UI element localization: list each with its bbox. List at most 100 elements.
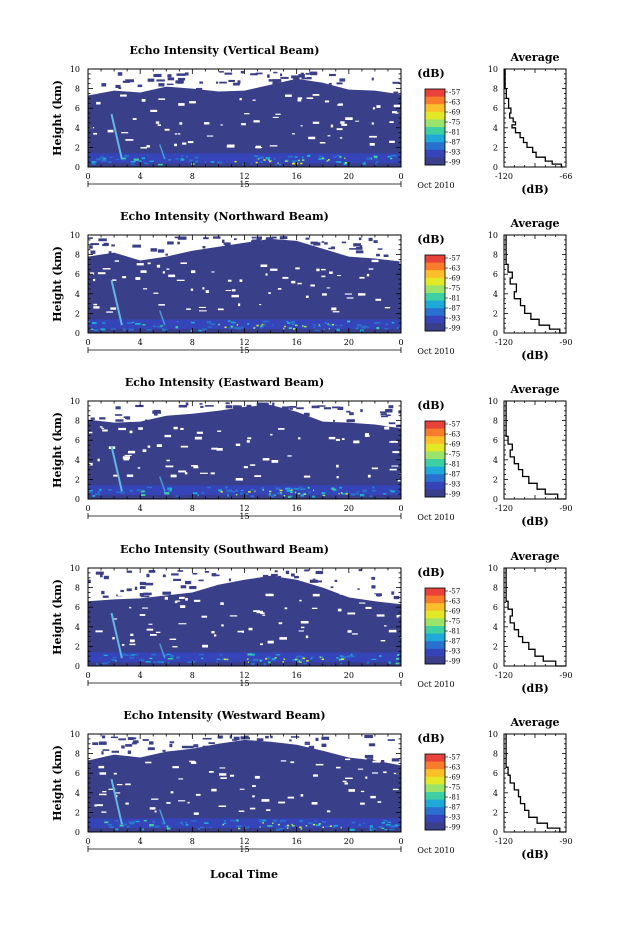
- boundary-cell: [235, 819, 239, 822]
- echo-gap: [345, 777, 353, 779]
- x-tick-label: 12: [239, 338, 249, 347]
- average-x-tick-label: -90: [560, 837, 573, 846]
- boundary-cell: [189, 159, 193, 162]
- boundary-cell: [185, 155, 189, 158]
- boundary-cell: [116, 491, 121, 493]
- echo-gap: [217, 308, 224, 311]
- echo-patch: [310, 241, 318, 245]
- echo-gap: [211, 788, 217, 792]
- x-tick-label: 0: [398, 172, 403, 181]
- echo-patch: [147, 78, 155, 82]
- echo-gap: [204, 122, 210, 125]
- boundary-cell: [168, 490, 172, 492]
- echo-patch: [118, 738, 126, 741]
- boundary-cell: [381, 827, 385, 829]
- strong-echo-cell: [256, 324, 259, 327]
- echo-gap: [154, 810, 157, 813]
- boundary-cell: [175, 326, 179, 329]
- echo-gap: [112, 637, 115, 640]
- echo-gap: [371, 259, 379, 263]
- boundary-cell: [127, 821, 133, 823]
- colorbar-tick-label: -87: [449, 305, 460, 313]
- echo-patch: [359, 245, 363, 248]
- strong-echo-cell: [293, 328, 295, 330]
- echo-patch: [115, 84, 121, 88]
- y-tick-label: 10: [70, 65, 80, 74]
- boundary-cell: [204, 822, 209, 824]
- boundary-cell: [295, 660, 300, 663]
- echo-gap: [297, 282, 302, 285]
- boundary-cell: [161, 822, 164, 825]
- boundary-cell: [115, 820, 118, 822]
- boundary-cell: [371, 828, 377, 831]
- echo-gap: [335, 438, 340, 441]
- boundary-cell: [300, 494, 304, 497]
- strong-echo-cell: [292, 825, 295, 827]
- echo-gap: [172, 646, 178, 648]
- echo-gap: [308, 136, 316, 140]
- echo-gap: [108, 788, 116, 790]
- strong-echo-cell: [272, 822, 274, 824]
- echo-patch: [330, 246, 335, 249]
- echo-patch: [147, 747, 155, 751]
- strong-echo-cell: [282, 661, 284, 663]
- colorbar-tick-label: -87: [449, 804, 460, 812]
- x-tick-label: 0: [398, 837, 403, 846]
- boundary-cell: [379, 655, 382, 657]
- boundary-cell: [371, 658, 377, 660]
- boundary-cell: [268, 661, 271, 664]
- boundary-cell: [251, 662, 255, 666]
- colorbar-tick-label: -63: [449, 764, 460, 772]
- echo-gap: [220, 777, 227, 779]
- echo-gap: [158, 304, 165, 306]
- boundary-cell: [226, 490, 229, 493]
- echo-gap: [330, 124, 334, 128]
- boundary-cell: [276, 828, 281, 831]
- colorbar-swatch: [425, 127, 445, 135]
- echo-gap: [278, 428, 285, 430]
- echo-patch: [291, 736, 300, 738]
- boundary-cell: [149, 824, 154, 827]
- x-tick-label: 0: [85, 338, 90, 347]
- echo-gap: [145, 761, 152, 764]
- echo-gap: [312, 121, 320, 124]
- echo-gap: [376, 105, 381, 108]
- echo-gap: [340, 121, 345, 124]
- boundary-cell: [216, 660, 218, 663]
- echo-patch: [114, 414, 123, 416]
- boundary-cell: [307, 154, 311, 157]
- date-month-label: Oct 2010: [417, 347, 454, 356]
- colorbar-swatch: [425, 436, 445, 445]
- echo-patch: [88, 579, 91, 583]
- colorbar-tick-label: -99: [449, 824, 460, 832]
- boundary-cell: [361, 325, 368, 328]
- echo-gap: [200, 472, 208, 474]
- boundary-cell: [112, 656, 117, 659]
- echo-patch: [304, 743, 310, 745]
- echo-patch: [317, 580, 322, 583]
- echo-gap: [186, 308, 191, 310]
- echo-gap: [192, 761, 196, 764]
- boundary-cell: [350, 653, 353, 656]
- echo-gap: [260, 612, 265, 615]
- average-y-tick-label: 10: [488, 730, 498, 739]
- boundary-cell: [136, 489, 143, 492]
- echo-gap: [271, 460, 279, 463]
- boundary-cell: [318, 158, 323, 160]
- boundary-cell: [324, 322, 327, 324]
- boundary-cell: [318, 155, 323, 158]
- echo-patch: [139, 586, 146, 589]
- echo-patch: [181, 745, 186, 749]
- echo-patch: [272, 79, 282, 83]
- boundary-cell: [247, 826, 250, 829]
- boundary-cell: [371, 489, 376, 492]
- echo-gap: [126, 474, 134, 477]
- echo-gap: [179, 122, 183, 125]
- echo-gap: [169, 638, 177, 640]
- boundary-cell: [230, 819, 235, 822]
- boundary-cell: [347, 320, 351, 323]
- panel-0: Echo Intensity (Vertical Beam)0 4 8 12 16 20 0…: [51, 44, 572, 196]
- boundary-cell: [89, 489, 93, 492]
- average-profile-line: [504, 69, 564, 168]
- echo-gap: [282, 276, 289, 279]
